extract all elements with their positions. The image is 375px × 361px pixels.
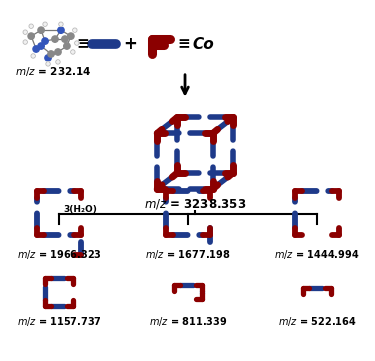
Circle shape [55, 49, 61, 55]
Circle shape [59, 22, 63, 26]
Text: $\mathit{m/z}$ = 811.339: $\mathit{m/z}$ = 811.339 [149, 316, 227, 329]
Circle shape [29, 24, 33, 29]
Circle shape [52, 36, 58, 42]
Circle shape [38, 27, 44, 33]
Circle shape [73, 28, 77, 32]
Text: $\mathit{m/z}$ = 3238.353: $\mathit{m/z}$ = 3238.353 [144, 197, 246, 211]
Circle shape [75, 41, 79, 45]
Text: ≡: ≡ [76, 36, 89, 52]
Circle shape [62, 36, 68, 42]
Circle shape [45, 55, 51, 61]
Circle shape [70, 50, 75, 54]
Text: $\mathit{m/z}$ = 1677.198: $\mathit{m/z}$ = 1677.198 [145, 248, 231, 261]
Text: $\mathit{m/z}$ = 1966.323: $\mathit{m/z}$ = 1966.323 [16, 248, 101, 261]
Text: 3(H₂O): 3(H₂O) [63, 205, 97, 214]
Text: +: + [123, 35, 137, 53]
Text: ≡: ≡ [178, 36, 190, 52]
Circle shape [42, 38, 48, 44]
Circle shape [33, 46, 39, 52]
Circle shape [68, 33, 74, 39]
Circle shape [23, 30, 27, 34]
Text: $\mathit{m/z}$ = 522.164: $\mathit{m/z}$ = 522.164 [278, 316, 356, 329]
Text: Co: Co [192, 36, 214, 52]
Text: $\mathit{m/z}$ = 1444.994: $\mathit{m/z}$ = 1444.994 [274, 248, 360, 261]
Circle shape [31, 54, 35, 58]
Text: $\mathit{m/z}$ = 232.14: $\mathit{m/z}$ = 232.14 [15, 65, 92, 78]
Circle shape [64, 43, 70, 49]
Circle shape [58, 27, 64, 33]
Circle shape [46, 62, 50, 66]
Circle shape [38, 43, 44, 49]
Text: $\mathit{m/z}$ = 1157.737: $\mathit{m/z}$ = 1157.737 [16, 316, 101, 329]
Circle shape [43, 22, 47, 26]
Circle shape [56, 60, 60, 64]
Circle shape [28, 33, 34, 39]
Circle shape [23, 40, 27, 44]
Circle shape [48, 51, 54, 57]
